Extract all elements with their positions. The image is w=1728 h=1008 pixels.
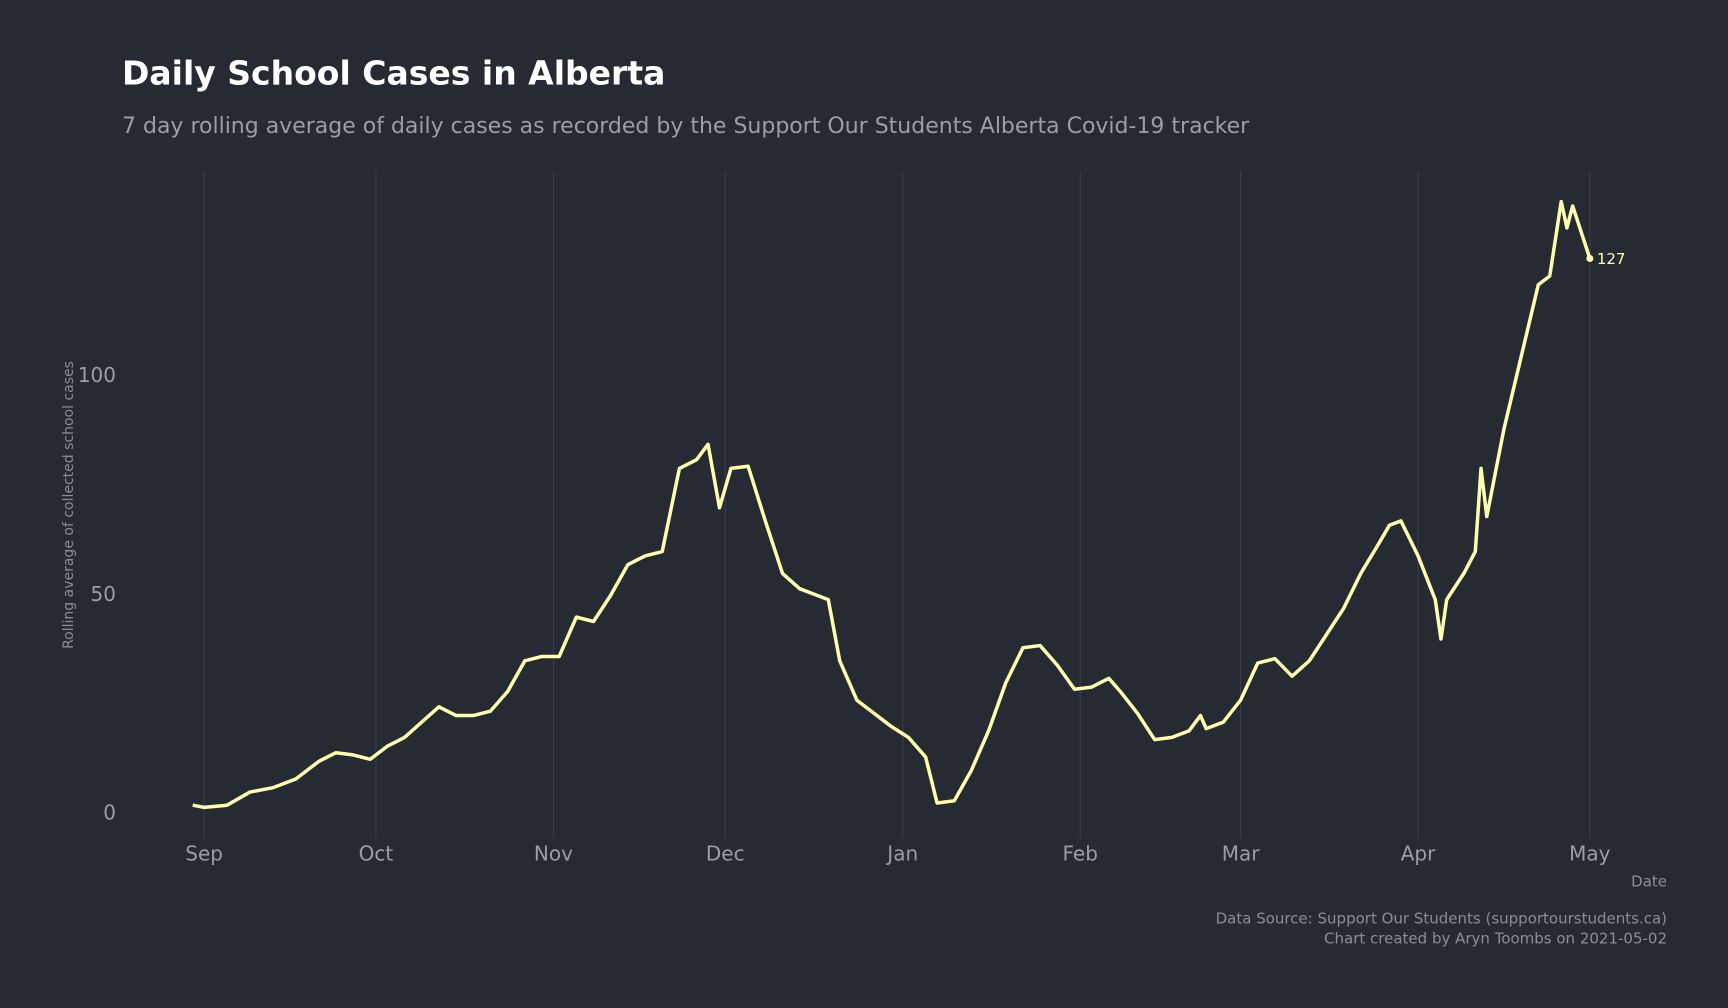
x-tick-label: Mar xyxy=(1222,842,1261,866)
x-tick-label: Oct xyxy=(359,842,394,866)
x-tick-label: Dec xyxy=(706,842,745,866)
x-tick-label: Nov xyxy=(534,842,573,866)
end-label: 127 xyxy=(1597,250,1626,268)
y-tick-label: 100 xyxy=(78,363,116,387)
caption: Chart created by Aryn Toombs on 2021-05-… xyxy=(1324,930,1667,948)
x-tick-label: May xyxy=(1569,842,1611,866)
line xyxy=(192,199,1592,810)
chart-subtitle: 7 day rolling average of daily cases as … xyxy=(122,114,1250,139)
y-tick-label: 50 xyxy=(91,582,116,606)
chart-title: Daily School Cases in Alberta xyxy=(122,54,665,93)
y-tick-label: 0 xyxy=(103,800,116,824)
end-point xyxy=(1586,254,1594,262)
x-tick-label: Feb xyxy=(1063,842,1098,866)
x-axis-label: Date xyxy=(1631,873,1667,891)
x-tick-label: Sep xyxy=(185,842,223,866)
y-axis-label: Rolling average of collected school case… xyxy=(61,361,77,649)
caption: Data Source: Support Our Students (suppo… xyxy=(1216,910,1667,928)
x-tick-label: Jan xyxy=(885,842,918,866)
x-tick-label: Apr xyxy=(1401,842,1436,866)
